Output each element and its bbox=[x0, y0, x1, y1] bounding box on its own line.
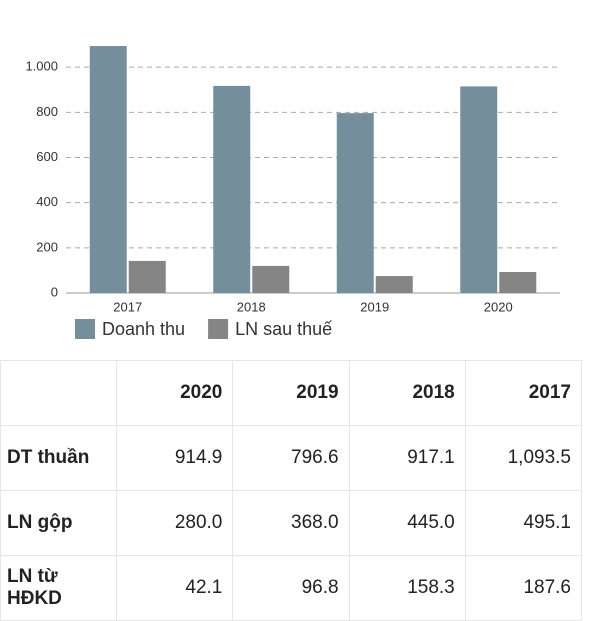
data-table: 2020 2019 2018 2017 DT thuần 914.9 796.6 917.1 1… bbox=[0, 360, 583, 621]
table-row: LN gộp 280.0 368.0 445.0 495.1 bbox=[0, 490, 583, 556]
header-row: 2020 2019 2018 2017 bbox=[0, 360, 583, 426]
cell: 495.1 bbox=[464, 490, 583, 556]
column-header: 2017 bbox=[464, 360, 583, 426]
bar bbox=[460, 86, 498, 293]
cell: 796.6 bbox=[232, 425, 350, 491]
row-label: LN gộp bbox=[0, 490, 118, 556]
bar bbox=[89, 46, 127, 293]
x-tick-label: 2018 bbox=[237, 299, 266, 314]
legend-swatch bbox=[208, 319, 229, 339]
bar bbox=[336, 113, 374, 293]
legend-label: Doanh thu bbox=[102, 319, 185, 339]
bar bbox=[213, 85, 251, 294]
bar bbox=[128, 260, 166, 293]
cell: 445.0 bbox=[348, 490, 466, 556]
table-row: LN từ HĐKD 42.1 96.8 158.3 187.6 bbox=[0, 555, 583, 621]
cell: 914.9 bbox=[116, 425, 234, 491]
column-header: 2019 bbox=[232, 360, 350, 426]
y-tick-label: 600 bbox=[36, 149, 58, 164]
page: 0 200 400 600 800 1.000 2017 2018 2019 2020 Doanh … bbox=[0, 46, 583, 621]
corner-cell bbox=[0, 360, 118, 426]
bar bbox=[375, 276, 413, 293]
x-tick-label: 2017 bbox=[113, 299, 142, 314]
y-tick-label: 400 bbox=[36, 194, 58, 209]
cell: 917.1 bbox=[348, 425, 466, 491]
cell: 158.3 bbox=[348, 555, 466, 621]
chart: 0 200 400 600 800 1.000 2017 2018 2019 2020 Doanh … bbox=[25, 46, 560, 339]
cell: 368.0 bbox=[232, 490, 350, 556]
column-header: 2020 bbox=[116, 360, 234, 426]
legend-label: LN sau thuế bbox=[235, 319, 332, 339]
cell: 1,093.5 bbox=[464, 425, 583, 491]
cell: 96.8 bbox=[232, 555, 350, 621]
bar bbox=[252, 265, 290, 293]
cell: 280.0 bbox=[116, 490, 234, 556]
y-tick-label: 1.000 bbox=[25, 59, 58, 74]
cell: 187.6 bbox=[464, 555, 583, 621]
cell: 42.1 bbox=[116, 555, 234, 621]
column-header: 2018 bbox=[348, 360, 466, 426]
y-tick-label: 800 bbox=[36, 104, 58, 119]
bar bbox=[499, 271, 537, 293]
x-tick-label: 2020 bbox=[484, 299, 513, 314]
table-row: DT thuần 914.9 796.6 917.1 1,093.5 bbox=[0, 425, 583, 491]
legend-swatch bbox=[75, 319, 95, 339]
y-tick-label: 0 bbox=[51, 284, 58, 299]
row-label: LN từ HĐKD bbox=[0, 555, 118, 621]
x-tick-label: 2019 bbox=[360, 299, 389, 314]
y-tick-label: 200 bbox=[36, 239, 58, 254]
row-label: DT thuần bbox=[0, 425, 118, 491]
